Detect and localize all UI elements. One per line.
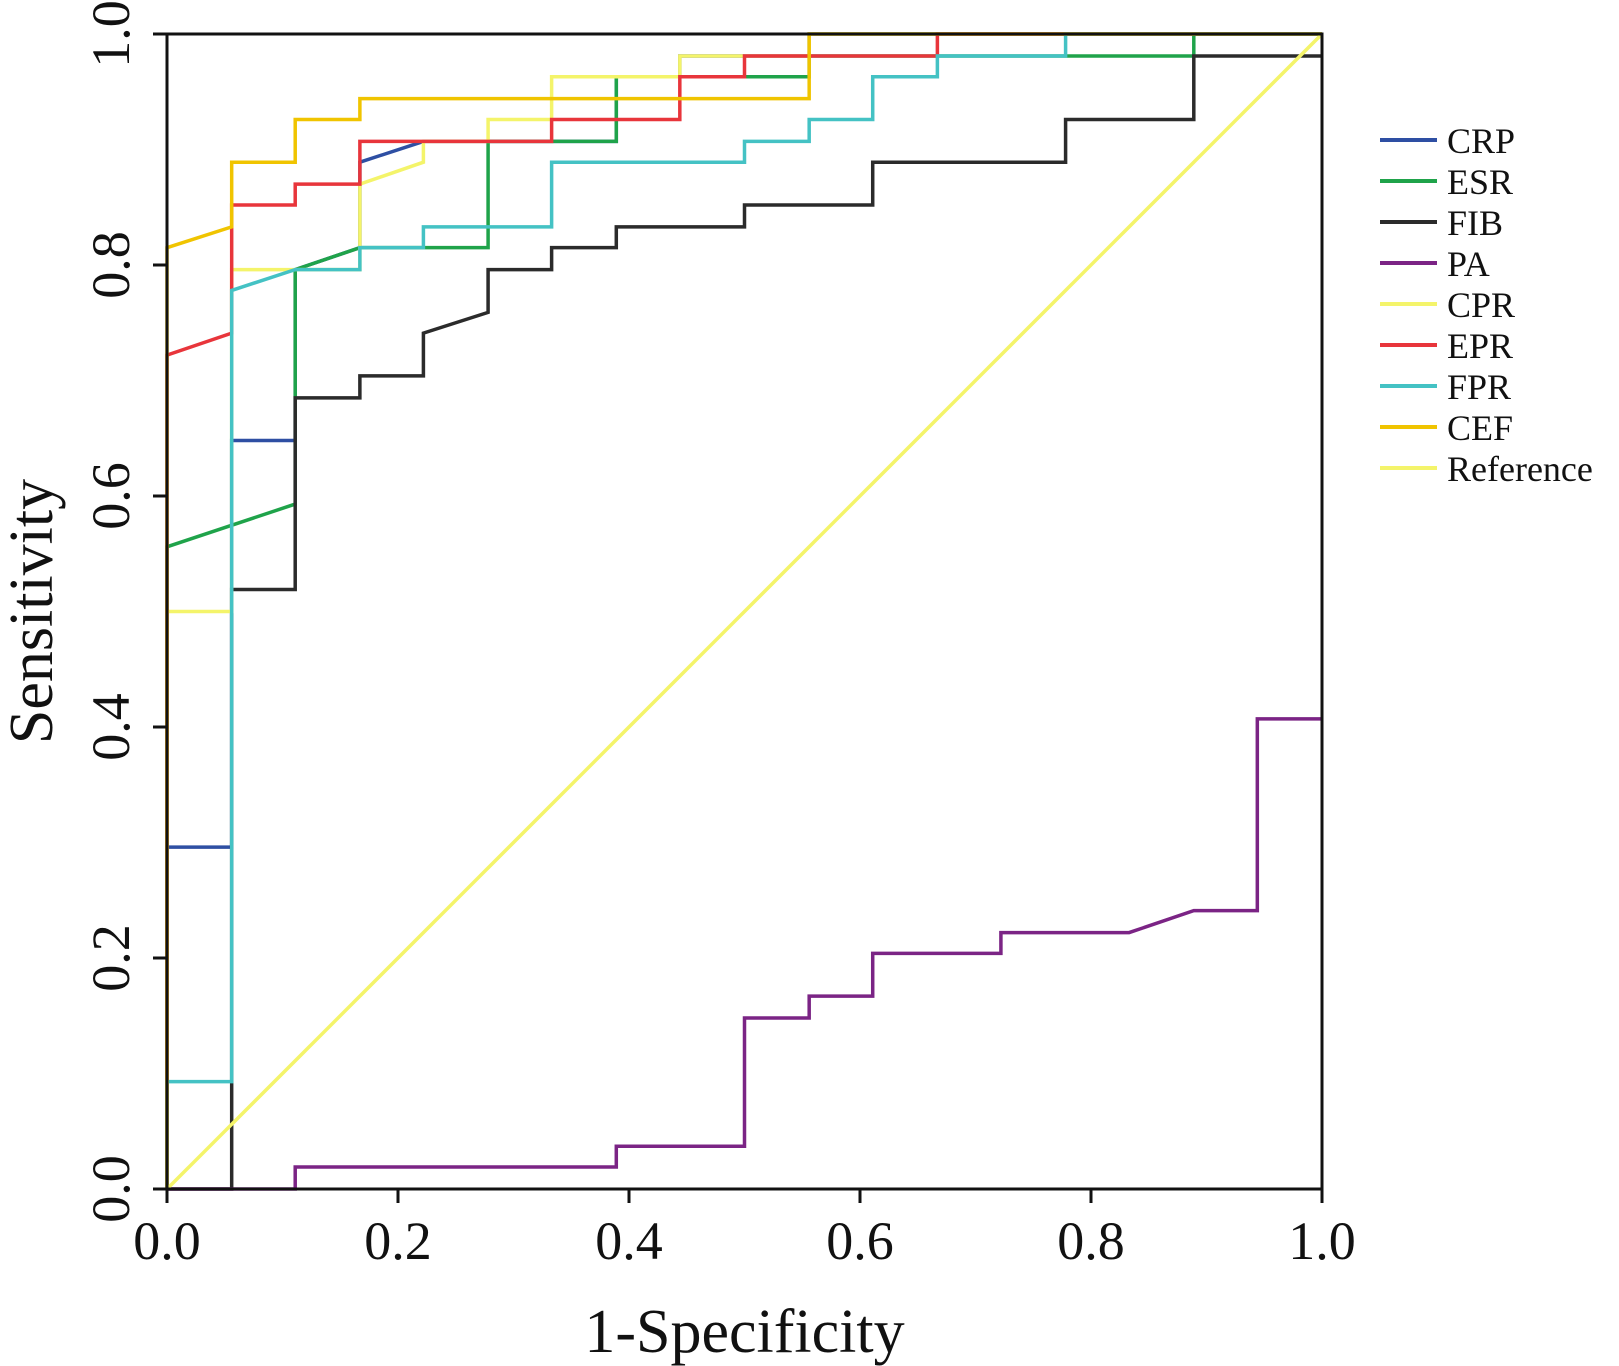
legend-label-fib: FIB: [1447, 203, 1503, 243]
legend-label-epr: EPR: [1447, 326, 1513, 366]
y-tick-label: 0.6: [81, 462, 141, 530]
y-tick-label: 0.8: [81, 231, 141, 299]
series-line-reference: [165, 32, 1324, 1191]
legend-label-esr: ESR: [1447, 162, 1513, 202]
x-axis-title: 1-Specificity: [584, 1298, 904, 1366]
x-tick-label: 0.0: [133, 1211, 201, 1271]
x-tick-label: 0.6: [826, 1211, 894, 1271]
y-tick-label: 0.2: [81, 924, 141, 992]
x-tick-label: 0.4: [595, 1211, 663, 1271]
series-line-fib: [167, 54, 1322, 1191]
x-tick-label: 0.2: [364, 1211, 432, 1271]
series-line-fpr: [165, 32, 1322, 1189]
legend-label-reference: Reference: [1447, 449, 1593, 489]
legend-label-cef: CEF: [1447, 408, 1513, 448]
x-axis: 0.0 0.2 0.4 0.6 0.8 1.0: [133, 1189, 1356, 1271]
x-tick-label: 0.8: [1057, 1211, 1125, 1271]
y-tick-label: 0.4: [81, 693, 141, 761]
y-tick-label: 1.0: [81, 0, 141, 68]
legend-label-cpr: CPR: [1447, 285, 1515, 325]
series-layer: [165, 32, 1324, 1191]
legend-label-fpr: FPR: [1447, 367, 1511, 407]
y-axis: 0.0 0.2 0.4 0.6 0.8 1.0: [81, 0, 167, 1223]
y-tick-label: 0.0: [81, 1155, 141, 1223]
y-axis-title: Sensitivity: [0, 479, 66, 744]
plot-frame: [165, 32, 1324, 1191]
series-line-cef: [165, 32, 1322, 1189]
legend-label-pa: PA: [1447, 244, 1490, 284]
legend-label-crp: CRP: [1447, 121, 1515, 161]
series-line-pa: [167, 717, 1322, 1191]
x-tick-label: 1.0: [1288, 1211, 1356, 1271]
